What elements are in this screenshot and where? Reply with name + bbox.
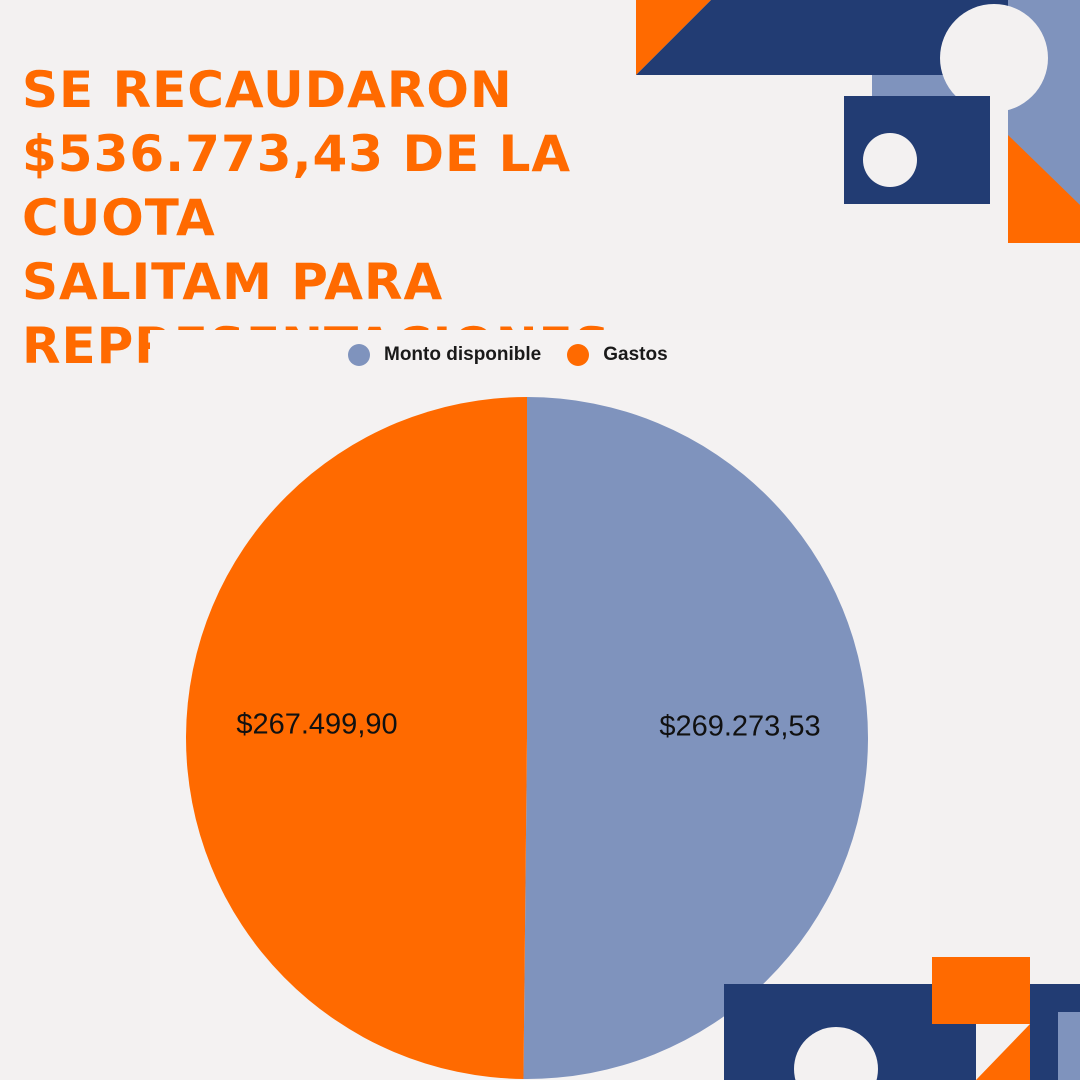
title-line: SALITAM PARA [22,253,444,311]
decorative-shapes-top-art [636,0,1080,243]
slice-value-label: $267.499,90 [236,709,397,741]
decorative-shapes-bottom [724,957,1080,1080]
legend-item-monto-disponible: Monto disponible [348,344,541,366]
slice-value-label: $269.273,53 [659,711,820,743]
legend-label: Monto disponible [384,344,542,365]
legend-swatch [567,344,590,366]
decorative-shapes-bottom-art [724,957,1080,1080]
pie-slice-gastos [186,397,527,1079]
decorative-shapes-top [636,0,1080,245]
title-line: $536.773,43 DE LA CUOTA [22,125,572,247]
pie-slice-monto-disponible [523,397,869,1079]
legend-item-gastos: Gastos [567,344,668,366]
legend-swatch [348,344,370,366]
legend-label: Gastos [603,344,668,365]
chart-legend: Monto disponible Gastos [348,344,694,366]
title-line: SE RECAUDARON [22,61,513,119]
